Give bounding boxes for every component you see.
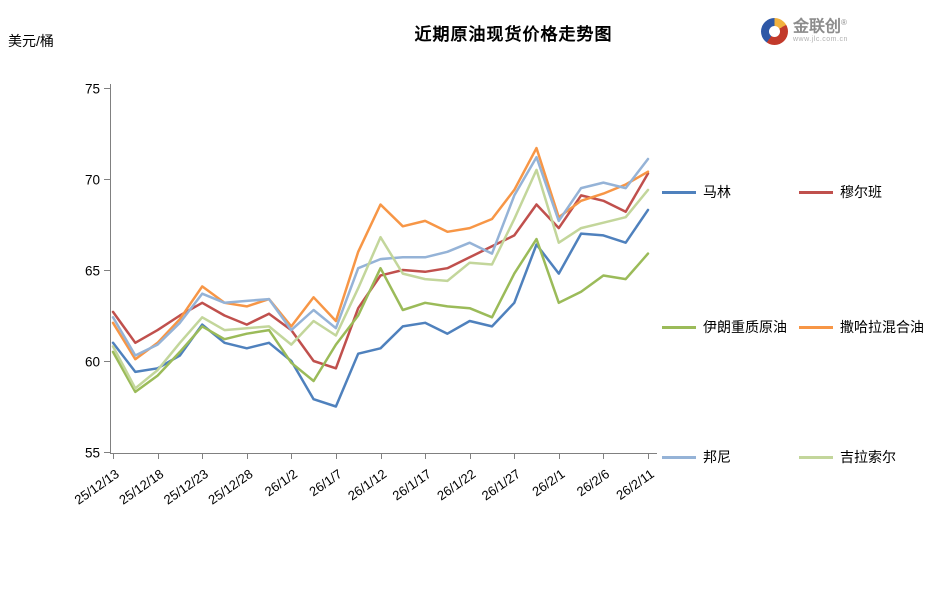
- x-tick-label: 25/12/23: [161, 466, 211, 507]
- logo-website-text: www.jlc.com.cn: [793, 36, 848, 44]
- x-tick-label: 26/1/7: [306, 466, 344, 499]
- x-tick-label: 25/12/18: [116, 466, 166, 507]
- legend-label: 撒哈拉混合油: [840, 319, 924, 335]
- legend-item: 马林: [662, 183, 731, 201]
- legend-line-marker: [662, 455, 696, 459]
- series-line-吉拉索尔: [111, 168, 650, 390]
- legend-label: 邦尼: [703, 449, 731, 465]
- logo-brand-name: 金联创: [793, 18, 842, 36]
- logo-registered-mark: ®: [841, 18, 847, 28]
- x-tick-label: 26/2/6: [574, 466, 612, 499]
- series-line-邦尼: [111, 155, 650, 357]
- legend-label: 伊朗重质原油: [703, 319, 787, 335]
- x-tick-label: 26/1/2: [262, 466, 300, 499]
- x-tick-label: 26/2/11: [613, 466, 656, 503]
- y-tick-label: 70: [85, 173, 100, 188]
- x-tick-label: 26/1/27: [479, 466, 523, 503]
- legend-label: 穆尔班: [840, 184, 882, 200]
- legend-item: 吉拉索尔: [799, 448, 896, 466]
- legend-line-marker: [662, 190, 696, 194]
- x-tick-label: 26/1/17: [390, 466, 434, 503]
- legend-item: 邦尼: [662, 448, 731, 466]
- legend-item: 撒哈拉混合油: [799, 318, 924, 336]
- y-tick-label: 65: [85, 264, 100, 279]
- axis-lines: [110, 84, 657, 454]
- y-tick-label: 60: [85, 355, 100, 370]
- y-tick-label: 75: [85, 82, 100, 97]
- y-tick-label: 55: [85, 446, 100, 461]
- legend-label: 吉拉索尔: [840, 449, 896, 465]
- logo: 金联创® www.jlc.com.cn: [761, 18, 848, 45]
- legend-line-marker: [799, 325, 833, 329]
- chart-title: 近期原油现货价格走势图: [414, 25, 613, 44]
- y-axis-unit-label: 美元/桶: [8, 33, 54, 49]
- logo-swirl-icon: [761, 18, 788, 45]
- legend-item: 穆尔班: [799, 183, 882, 201]
- x-tick-label: 26/1/12: [345, 466, 389, 503]
- legend-line-marker: [662, 325, 696, 329]
- x-tick-label: 26/2/1: [529, 466, 567, 499]
- logo-text-block: 金联创® www.jlc.com.cn: [793, 18, 848, 44]
- x-tick-label: 26/1/22: [434, 466, 478, 503]
- series-line-穆尔班: [111, 172, 650, 370]
- legend-item: 伊朗重质原油: [662, 318, 787, 336]
- series-line-伊朗重质原油: [111, 237, 650, 394]
- legend-line-marker: [799, 455, 833, 459]
- legend-label: 马林: [703, 184, 731, 200]
- x-tick-label: 25/12/13: [72, 466, 122, 507]
- x-tick-label: 25/12/28: [205, 466, 255, 507]
- legend-line-marker: [799, 190, 833, 194]
- series-line-马林: [111, 208, 650, 408]
